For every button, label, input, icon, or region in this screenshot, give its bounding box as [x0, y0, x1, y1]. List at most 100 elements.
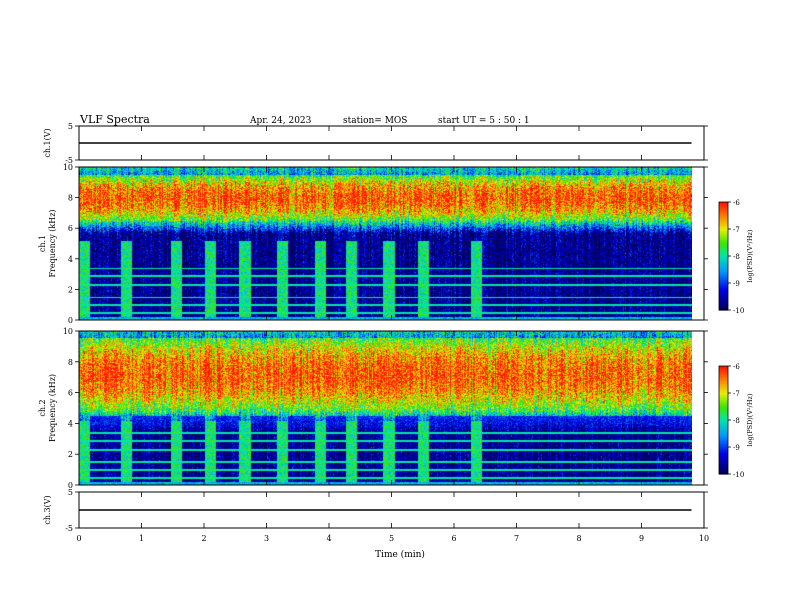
colorbar-step	[719, 366, 728, 369]
y-tick-label: 0	[68, 316, 73, 325]
colorbar-step	[719, 279, 728, 282]
colorbar-tick-label: -6	[733, 363, 740, 371]
colorbar-step	[719, 272, 728, 275]
colorbar-step	[719, 268, 728, 271]
colorbar-step	[719, 384, 728, 387]
colorbar-step	[719, 274, 728, 277]
colorbar-step	[719, 207, 728, 210]
colorbar-step	[719, 470, 728, 473]
y-axis-label: Frequency (kHz)	[48, 374, 57, 442]
x-tick-label: 2	[201, 534, 206, 543]
colorbar-step	[719, 409, 728, 412]
y-tick-label: 10	[63, 327, 73, 336]
colorbar-tick-label: -8	[733, 417, 740, 425]
colorbar-step	[719, 394, 728, 398]
colorbar-tick-label: -8	[733, 253, 740, 261]
spectrogram-image	[79, 167, 692, 320]
colorbar-step	[719, 301, 728, 304]
date-label: Apr. 24, 2023	[249, 116, 312, 126]
y-tick-label: 2	[68, 285, 73, 294]
colorbar-tick-label: -7	[733, 226, 740, 234]
colorbar-step	[719, 436, 728, 439]
colorbar-step	[719, 238, 728, 241]
spectrogram-image	[79, 331, 692, 485]
ch2-colorbar: -6 -7 -8 -9 -10 log(PSD)(V²/Hz)	[718, 363, 754, 479]
colorbar-step	[719, 299, 728, 302]
ch1-spectrogram-panel: 0 2 4 6 8 10 ch.1 Frequency (kHz)	[38, 163, 708, 325]
colorbar-step	[719, 441, 728, 444]
colorbar-step	[719, 247, 728, 250]
colorbar-step	[719, 398, 728, 401]
colorbar-step	[719, 465, 728, 468]
colorbar-step	[719, 457, 728, 461]
time-axis: 0 1 2 3 4 5 6 7 8 9 10	[76, 126, 709, 543]
x-tick-label: 1	[139, 534, 144, 543]
colorbar-step	[719, 270, 728, 273]
colorbar-step	[719, 445, 728, 448]
colorbar-step	[719, 382, 728, 385]
colorbar-step	[719, 297, 728, 300]
colorbar-step	[719, 416, 728, 419]
colorbar-tick-label: -9	[733, 280, 740, 288]
colorbar-step	[719, 396, 728, 399]
colorbar-step	[719, 257, 728, 261]
colorbar-step	[719, 241, 728, 244]
colorbar-step	[719, 418, 728, 421]
colorbar-step	[719, 232, 728, 235]
colorbar-step	[719, 306, 728, 309]
colorbar-step	[719, 389, 728, 392]
x-tick-label: 5	[389, 534, 394, 543]
colorbar-step	[719, 254, 728, 257]
colorbar-step	[719, 281, 728, 284]
y-tick-label: 5	[68, 122, 73, 131]
colorbar-step	[719, 220, 728, 223]
colorbar-step	[719, 293, 728, 297]
colorbar-step	[719, 438, 728, 441]
y-tick-label: 4	[68, 255, 73, 264]
colorbar-step	[719, 243, 728, 246]
colorbar-step	[719, 256, 728, 259]
colorbar-step	[719, 245, 728, 248]
colorbar-tick-label: -9	[733, 444, 740, 452]
colorbar-step	[719, 402, 728, 405]
colorbar-step	[719, 234, 728, 237]
x-tick-label: 10	[699, 534, 709, 543]
colorbar-step	[719, 216, 728, 219]
colorbar-step	[719, 277, 728, 280]
colorbar-step	[719, 252, 728, 255]
colorbar-tick-label: -10	[733, 471, 744, 479]
colorbar-step	[719, 290, 728, 293]
y-tick-label: 0	[68, 481, 73, 490]
colorbar-step	[719, 202, 728, 205]
colorbar-step	[719, 420, 728, 423]
colorbar-step	[719, 454, 728, 457]
colorbar-step	[719, 407, 728, 410]
colorbar-step	[719, 430, 728, 434]
x-tick-label: 6	[451, 534, 456, 543]
y-tick-label: 6	[68, 224, 73, 233]
colorbar-step	[719, 439, 728, 443]
colorbar-step	[719, 425, 728, 428]
colorbar-step	[719, 275, 728, 279]
colorbar-step	[719, 209, 728, 212]
figure-title: VLF Spectra	[79, 113, 150, 126]
y-axis-label: ch.1	[38, 235, 47, 252]
colorbar-step	[719, 288, 728, 291]
colorbar-step	[719, 229, 728, 232]
colorbar-step	[719, 373, 728, 376]
x-tick-label: 3	[264, 534, 269, 543]
x-axis-label: Time (min)	[375, 549, 425, 560]
colorbar-step	[719, 403, 728, 407]
colorbar-step	[719, 265, 728, 268]
colorbar-tick-label: -6	[733, 199, 740, 207]
y-tick-label: -5	[65, 524, 73, 533]
y-tick-label: 6	[68, 389, 73, 398]
colorbar-step	[719, 421, 728, 425]
colorbar-step	[719, 367, 728, 371]
ch2-spectrogram-panel: 0 2 4 6 8 10 ch.2 Frequency (kHz)	[38, 327, 708, 490]
y-axis-label: Frequency (kHz)	[48, 209, 57, 277]
station-label: station= MOS	[343, 116, 407, 126]
colorbar-step	[719, 412, 728, 416]
y-axis-label: ch.3(V)	[43, 495, 52, 524]
colorbar-step	[719, 468, 728, 471]
